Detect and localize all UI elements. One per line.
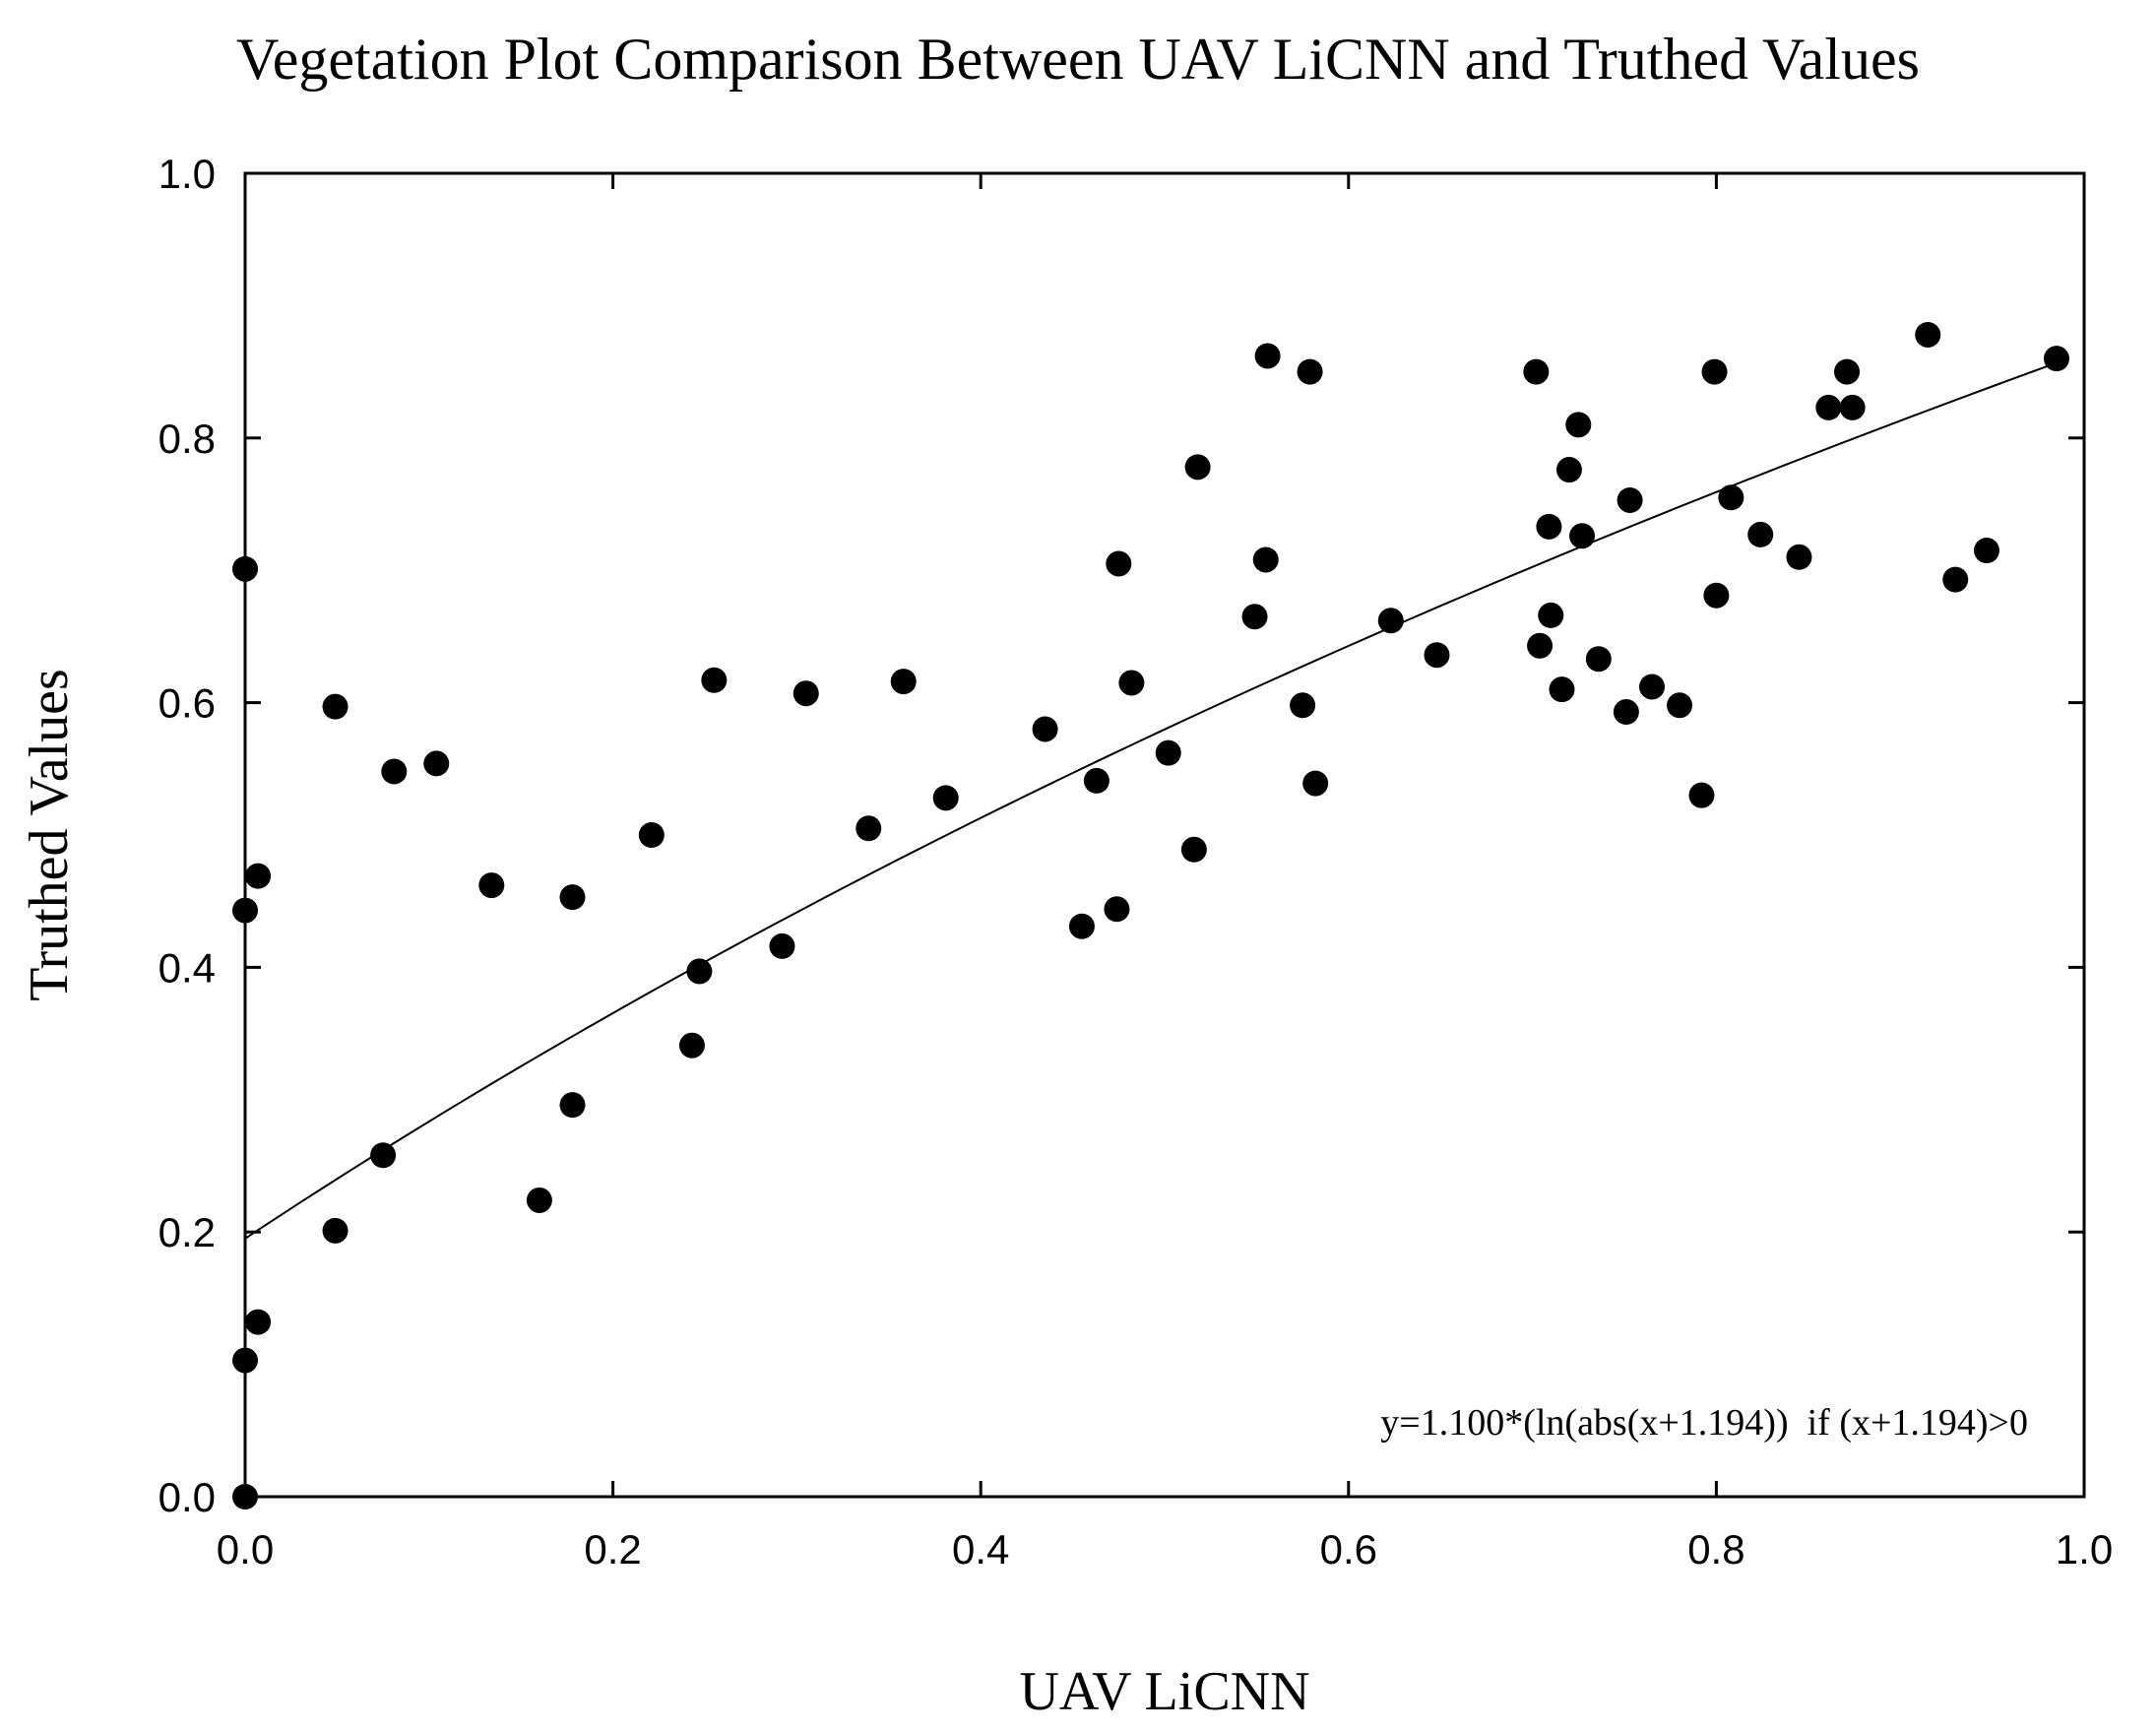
data-point <box>1523 358 1550 385</box>
data-point <box>1297 358 1323 385</box>
y-tick-label: 0.6 <box>159 680 216 727</box>
data-point <box>769 932 795 959</box>
data-point <box>1180 836 1207 863</box>
regression-equation: y=1.100*(ln(abs(x+1.194)) if (x+1.194)>0 <box>1380 1402 2028 1444</box>
data-point <box>1549 676 1575 703</box>
data-point <box>1424 642 1450 669</box>
data-point <box>638 822 665 848</box>
x-tick-label: 0.8 <box>1687 1526 1744 1573</box>
data-point <box>856 815 882 842</box>
data-point <box>1527 632 1554 659</box>
data-point <box>1241 604 1268 630</box>
y-tick-label: 0.8 <box>159 416 216 462</box>
x-tick-label: 0.2 <box>584 1526 641 1573</box>
data-point <box>1703 582 1730 609</box>
x-axis-ticks: 0.0 0.2 0.4 0.6 0.8 1.0 <box>217 173 2113 1573</box>
data-point <box>1585 646 1612 673</box>
data-point <box>1155 739 1181 766</box>
data-point <box>678 1032 705 1059</box>
data-point <box>245 863 272 889</box>
data-point <box>1667 692 1693 719</box>
data-point <box>1106 550 1132 577</box>
data-point <box>232 1484 258 1509</box>
data-point <box>559 884 586 911</box>
chart-title: Vegetation Plot Comparison Between UAV L… <box>236 27 1920 92</box>
data-point <box>1252 546 1279 573</box>
data-point <box>1118 670 1145 696</box>
data-point <box>322 1217 349 1244</box>
y-tick-label: 1.0 <box>159 151 216 197</box>
data-point <box>1569 523 1596 549</box>
data-point <box>1839 394 1866 420</box>
data-point <box>1701 358 1728 385</box>
data-point <box>322 693 349 720</box>
data-point <box>1639 674 1666 700</box>
data-point <box>1083 767 1110 794</box>
data-point <box>932 785 959 811</box>
data-point <box>1617 486 1643 513</box>
data-point <box>1747 521 1774 547</box>
data-point <box>1565 412 1592 438</box>
data-point <box>245 1309 272 1335</box>
x-tick-label: 0.4 <box>952 1526 1009 1573</box>
data-point <box>1942 566 1969 593</box>
data-point <box>1815 394 1842 420</box>
data-point <box>232 555 258 582</box>
data-point <box>1555 457 1582 483</box>
data-point <box>1973 538 1999 564</box>
data-points <box>232 321 2069 1509</box>
y-tick-label: 0.0 <box>159 1474 216 1520</box>
x-axis-label: UAV LiCNN <box>1019 1661 1309 1722</box>
data-point <box>1184 454 1211 481</box>
data-point <box>370 1142 397 1169</box>
data-point <box>1290 692 1316 719</box>
data-point <box>1688 782 1715 808</box>
data-point <box>1032 716 1058 742</box>
data-point <box>1104 896 1130 923</box>
x-tick-label: 0.0 <box>217 1526 274 1573</box>
data-point <box>232 1347 258 1374</box>
y-axis-ticks: 0.0 0.2 0.4 0.6 0.8 1.0 <box>159 151 2084 1520</box>
y-tick-label: 0.2 <box>159 1209 216 1255</box>
data-point <box>1834 358 1861 385</box>
plot-area-frame <box>243 171 2086 1499</box>
data-point <box>1786 544 1812 570</box>
data-point <box>1068 913 1095 939</box>
data-point <box>1915 321 1941 348</box>
data-point <box>1536 513 1562 540</box>
data-point <box>793 680 819 707</box>
data-point <box>381 758 408 785</box>
data-point <box>478 872 505 899</box>
data-point <box>890 669 917 695</box>
data-point <box>1718 484 1744 511</box>
data-point <box>1254 343 1281 369</box>
data-point <box>2043 346 2069 372</box>
y-tick-label: 0.4 <box>159 944 216 991</box>
data-point <box>232 897 258 924</box>
data-point <box>1538 602 1564 628</box>
x-tick-label: 1.0 <box>2056 1526 2113 1573</box>
data-point <box>1613 699 1639 726</box>
data-point <box>1377 608 1404 634</box>
x-tick-label: 0.6 <box>1320 1526 1377 1573</box>
data-point <box>686 958 713 985</box>
y-axis-label: Truthed Values <box>19 669 80 1001</box>
data-point <box>423 750 450 777</box>
data-point <box>559 1092 586 1119</box>
data-point <box>701 667 728 693</box>
data-point <box>1302 770 1329 797</box>
regression-curve <box>244 361 2058 1240</box>
data-point <box>526 1187 552 1213</box>
